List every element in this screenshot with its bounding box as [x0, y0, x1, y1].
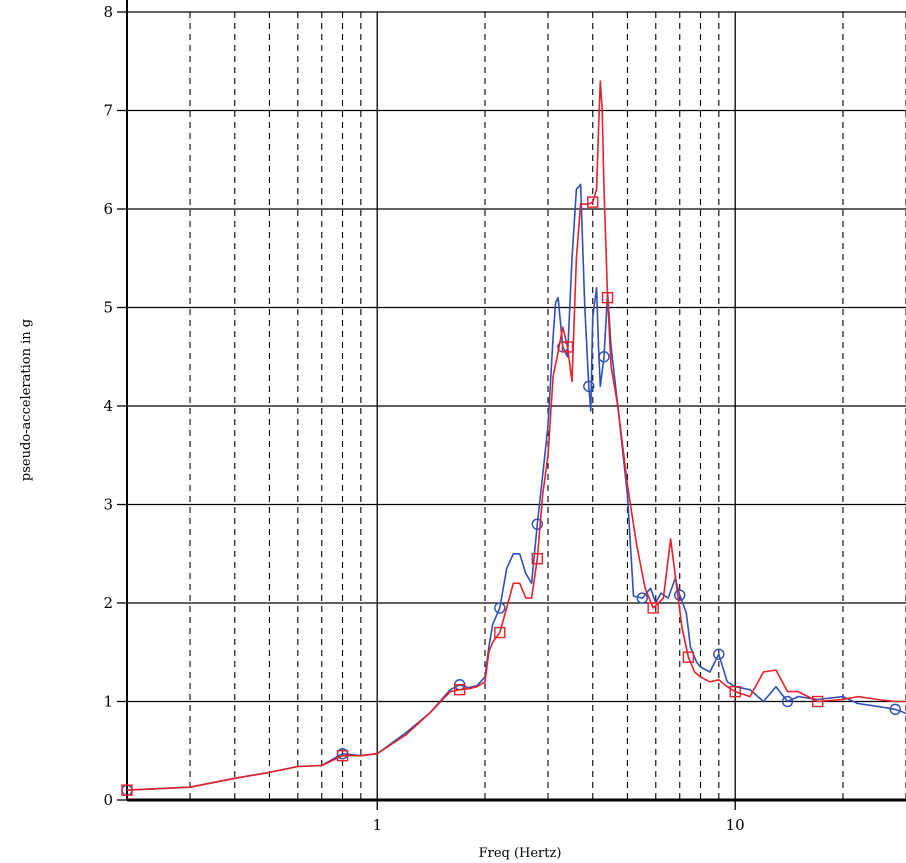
series-2-marker	[531, 552, 543, 565]
series-1-marker	[781, 695, 794, 708]
series-2-marker	[729, 685, 741, 698]
x-axis-label: Freq (Hertz)	[479, 846, 562, 861]
y-axis-label: pseudo-acceleration in g	[19, 319, 34, 481]
series-1-marker	[494, 602, 506, 614]
x-tick-label: 1	[372, 816, 382, 834]
series-2-marker	[561, 341, 574, 353]
y-tick-label: 6	[103, 200, 113, 218]
series-2-marker	[601, 291, 614, 304]
series-1-marker	[674, 589, 686, 601]
y-tick-label: 1	[103, 693, 113, 711]
series-2-marker	[811, 695, 824, 708]
y-tick-label: 2	[103, 594, 113, 612]
grid	[127, 11, 906, 800]
series-1-marker	[531, 518, 543, 530]
y-tick-label: 0	[103, 791, 113, 809]
series-1-marker	[583, 380, 595, 392]
series-2-marker	[647, 602, 659, 614]
series-1-marker	[598, 351, 610, 363]
series-2-marker	[587, 196, 599, 208]
series-2-marker	[454, 683, 466, 696]
series-2-marker	[336, 749, 349, 762]
series-line-2	[126, 80, 906, 791]
y-tick-label: 7	[103, 102, 113, 120]
series-1-marker	[889, 703, 901, 716]
y-tick-label: 8	[103, 3, 113, 21]
y-tick-label: 3	[103, 496, 113, 514]
axes	[117, 0, 906, 810]
series-2-marker	[494, 626, 506, 639]
series-1-marker	[713, 648, 725, 660]
series-2-marker	[121, 784, 133, 796]
x-tick-label: 10	[726, 816, 745, 834]
series-2-marker	[682, 651, 695, 663]
series-line-1	[126, 183, 906, 791]
tick-labels: 0 1 2 3 4 5 6 7 8 1 10	[103, 3, 744, 834]
series-1-marker	[636, 592, 648, 604]
series-layer	[121, 80, 906, 796]
y-tick-label: 4	[103, 397, 113, 415]
y-tick-label: 5	[103, 299, 113, 317]
